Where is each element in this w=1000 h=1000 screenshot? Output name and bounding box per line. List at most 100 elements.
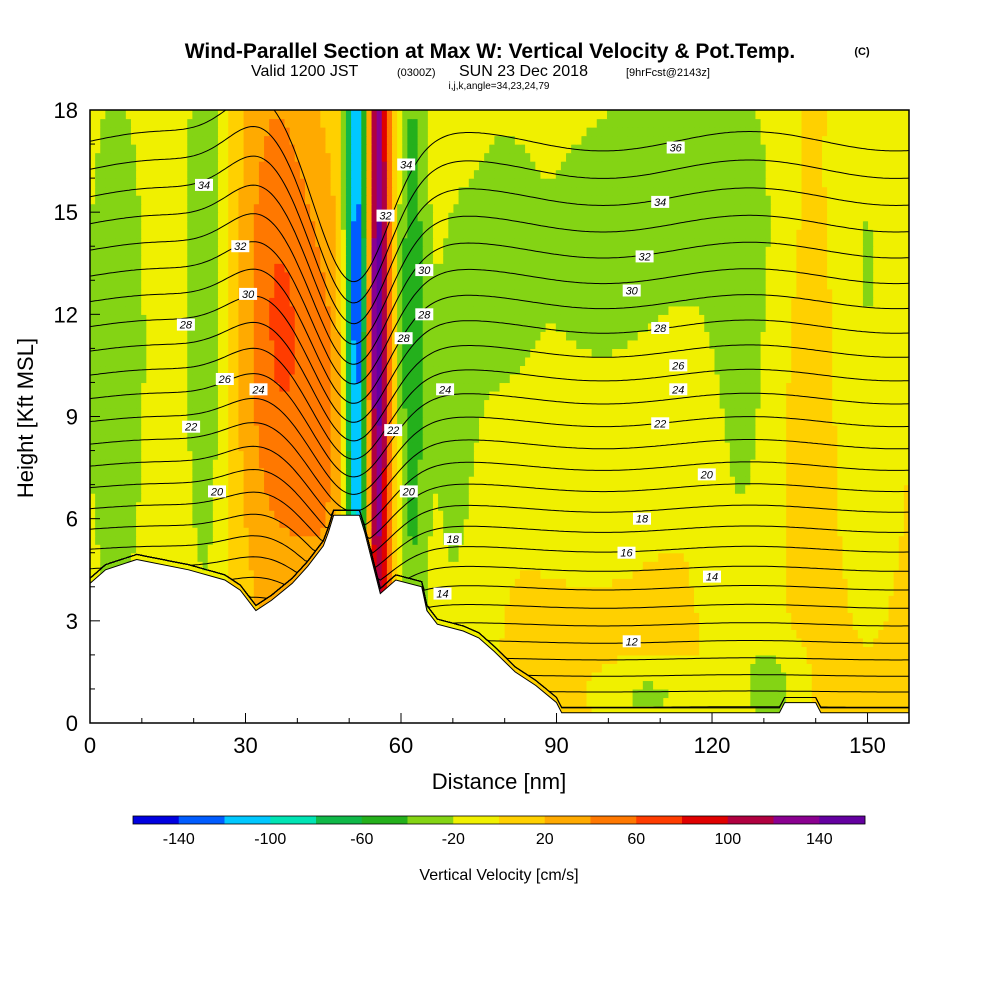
velocity-cell [796, 501, 803, 511]
velocity-cell [683, 552, 690, 562]
velocity-cell [658, 688, 664, 699]
velocity-cell [658, 510, 664, 520]
velocity-cell [110, 476, 117, 486]
velocity-cell [586, 501, 593, 511]
velocity-cell [197, 552, 204, 562]
velocity-cell [821, 569, 828, 579]
velocity-cell [443, 476, 449, 486]
velocity-cell [412, 544, 419, 554]
velocity-cell [617, 493, 623, 503]
velocity-cell [351, 459, 357, 469]
velocity-cell [525, 467, 531, 477]
velocity-cell [622, 459, 629, 469]
velocity-cell [156, 527, 163, 537]
velocity-cell [269, 552, 275, 562]
velocity-cell [596, 637, 603, 647]
velocity-cell [806, 603, 813, 613]
velocity-cell [668, 620, 675, 630]
velocity-cell [228, 544, 234, 554]
velocity-cell [688, 569, 695, 579]
velocity-cell [714, 680, 721, 690]
velocity-cell [248, 493, 255, 503]
velocity-cell [678, 654, 685, 664]
velocity-cell [310, 467, 316, 477]
velocity-cell [212, 518, 219, 528]
velocity-cell [806, 654, 813, 664]
velocity-cell [105, 527, 112, 537]
velocity-cell [351, 493, 357, 503]
velocity-cell [668, 595, 675, 605]
velocity-cell [642, 459, 649, 469]
velocity-cell [765, 493, 772, 503]
velocity-cell [279, 561, 286, 571]
velocity-cell [566, 484, 572, 494]
velocity-cell [90, 527, 96, 537]
velocity-cell [642, 586, 649, 596]
velocity-cell [827, 663, 833, 673]
velocity-cell [192, 527, 199, 537]
velocity-cell [745, 646, 751, 656]
velocity-cell [816, 518, 823, 528]
velocity-cell [832, 705, 838, 716]
velocity-cell [264, 552, 270, 562]
velocity-cell [755, 501, 762, 511]
velocity-cell [699, 518, 705, 528]
velocity-cell [898, 535, 905, 545]
velocity-cell [289, 518, 296, 528]
velocity-cell [115, 535, 122, 545]
velocity-cell [888, 688, 895, 699]
velocity-cell [755, 646, 762, 656]
velocity-cell [499, 620, 506, 630]
velocity-cell [550, 595, 557, 605]
velocity-cell [130, 484, 137, 494]
velocity-cell [642, 705, 649, 716]
velocity-cell [484, 484, 490, 494]
velocity-cell [177, 459, 183, 469]
velocity-cell [555, 544, 562, 554]
velocity-cell [791, 476, 797, 486]
velocity-cell [258, 595, 265, 605]
velocity-cell [566, 561, 572, 571]
velocity-cell [750, 612, 757, 622]
velocity-cell [392, 476, 398, 486]
velocity-cell [279, 493, 286, 503]
velocity-cell [417, 467, 424, 477]
velocity-cell [699, 501, 705, 511]
velocity-cell [90, 450, 96, 460]
velocity-cell [586, 467, 593, 477]
velocity-cell [878, 544, 885, 554]
velocity-cell [422, 535, 429, 545]
velocity-cell [136, 501, 142, 511]
velocity-cell [745, 603, 751, 613]
velocity-cell [489, 459, 495, 469]
velocity-cell [868, 578, 874, 588]
velocity-cell [304, 510, 311, 520]
velocity-cell [770, 535, 777, 545]
velocity-cell [514, 569, 521, 579]
velocity-cell [852, 705, 859, 716]
velocity-cell [606, 586, 613, 596]
velocity-cell [637, 646, 644, 656]
velocity-cell [842, 646, 849, 656]
velocity-cell [504, 510, 511, 520]
velocity-cell [473, 586, 480, 596]
velocity-cell [576, 569, 582, 579]
velocity-cell [658, 603, 664, 613]
velocity-cell [509, 620, 516, 630]
velocity-cell [192, 467, 199, 477]
velocity-cell [110, 552, 117, 562]
velocity-cell [647, 688, 654, 699]
velocity-cell [550, 493, 557, 503]
velocity-cell [827, 586, 833, 596]
velocity-cell [591, 501, 598, 511]
velocity-cell [893, 510, 900, 520]
velocity-cell [566, 518, 572, 528]
velocity-cell [658, 595, 664, 605]
velocity-cell [274, 535, 280, 545]
velocity-cell [258, 544, 265, 554]
velocity-cell [847, 578, 854, 588]
velocity-cell [407, 493, 414, 503]
velocity-cell [862, 501, 869, 511]
velocity-cell [857, 663, 864, 673]
velocity-cell [868, 561, 874, 571]
